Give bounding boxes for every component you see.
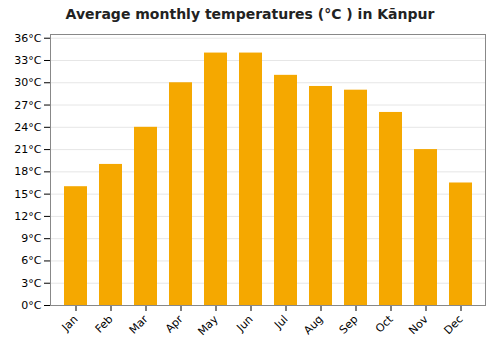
svg-text:0°C: 0°C (21, 299, 41, 312)
svg-text:Apr: Apr (163, 312, 186, 335)
svg-text:Nov: Nov (406, 312, 431, 337)
svg-text:27°C: 27°C (14, 99, 41, 112)
svg-text:24°C: 24°C (14, 121, 41, 134)
svg-text:30°C: 30°C (14, 76, 41, 89)
svg-text:6°C: 6°C (21, 254, 41, 267)
html-text:Average monthly temperatures (: Average monthly temperatures (°C ) in Kā… (65, 6, 435, 22)
svg-text:9°C: 9°C (21, 232, 41, 245)
svg-text:33°C: 33°C (14, 54, 41, 67)
svg-text:Feb: Feb (93, 313, 116, 336)
svg-text:21°C: 21°C (14, 143, 41, 156)
svg-text:Jan: Jan (59, 313, 81, 335)
svg-text:Dec: Dec (441, 313, 465, 337)
svg-text:36°C: 36°C (14, 32, 41, 45)
svg-text:Oct: Oct (373, 312, 396, 335)
svg-text:Mar: Mar (127, 312, 151, 336)
svg-text:3°C: 3°C (21, 277, 41, 290)
svg-text:May: May (195, 312, 221, 338)
svg-text:Jun: Jun (234, 313, 256, 335)
svg-text:Jul: Jul (271, 313, 290, 332)
svg-text:15°C: 15°C (14, 188, 41, 201)
svg-text:Sep: Sep (337, 313, 361, 337)
svg-text:12°C: 12°C (14, 210, 41, 223)
svg-text:18°C: 18°C (14, 165, 41, 178)
svg-text:Aug: Aug (301, 313, 325, 337)
